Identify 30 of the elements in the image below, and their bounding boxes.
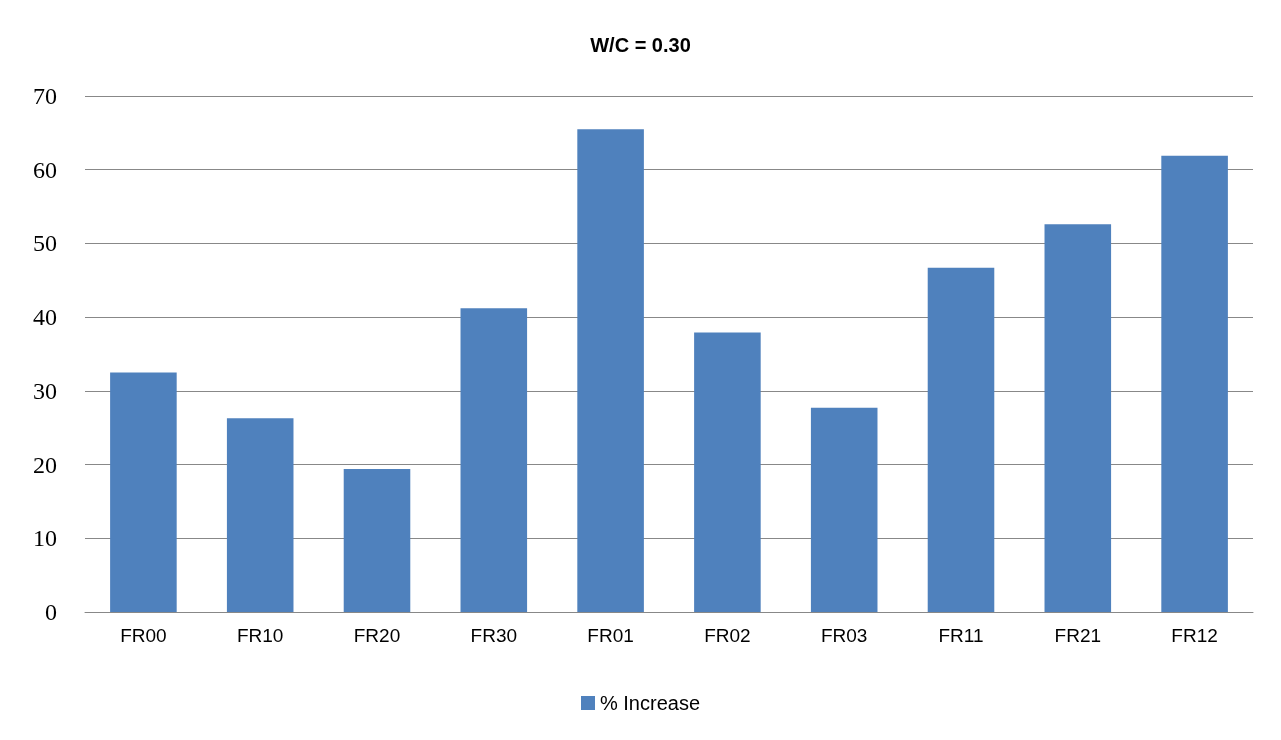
x-tick-label: FR03 bbox=[820, 625, 868, 646]
bar bbox=[110, 372, 177, 612]
bar bbox=[1161, 155, 1228, 612]
y-tick-label: 40 bbox=[33, 304, 57, 331]
bar bbox=[460, 308, 528, 612]
y-tick-label: 10 bbox=[33, 525, 57, 552]
x-tick-label: FR10 bbox=[236, 625, 284, 646]
x-tick-label: FR00 bbox=[120, 625, 167, 646]
bar bbox=[1044, 224, 1112, 612]
y-tick-label: 0 bbox=[45, 599, 57, 625]
x-tick-label: FR11 bbox=[938, 625, 984, 646]
x-tick-label: FR21 bbox=[1054, 625, 1102, 646]
y-tick-label: 50 bbox=[33, 230, 57, 257]
x-tick-label: FR30 bbox=[470, 625, 518, 646]
x-tick-label: FR12 bbox=[1171, 625, 1218, 646]
x-tick-label: FR01 bbox=[587, 625, 634, 646]
x-tick-label: FR02 bbox=[704, 625, 751, 646]
y-tick-label: 60 bbox=[33, 156, 57, 183]
y-tick-label: 70 bbox=[33, 83, 57, 109]
bar bbox=[577, 129, 644, 612]
bar bbox=[810, 407, 878, 612]
chart-title: W/C = 0.30 bbox=[590, 34, 691, 56]
bar bbox=[694, 332, 761, 612]
bar bbox=[343, 468, 411, 612]
legend-label: % Increase bbox=[599, 692, 701, 714]
y-tick-label: 30 bbox=[33, 377, 57, 404]
x-tick-label: FR20 bbox=[353, 625, 401, 646]
y-tick-label: 20 bbox=[33, 451, 57, 478]
bar bbox=[226, 418, 294, 612]
bar bbox=[927, 267, 995, 612]
